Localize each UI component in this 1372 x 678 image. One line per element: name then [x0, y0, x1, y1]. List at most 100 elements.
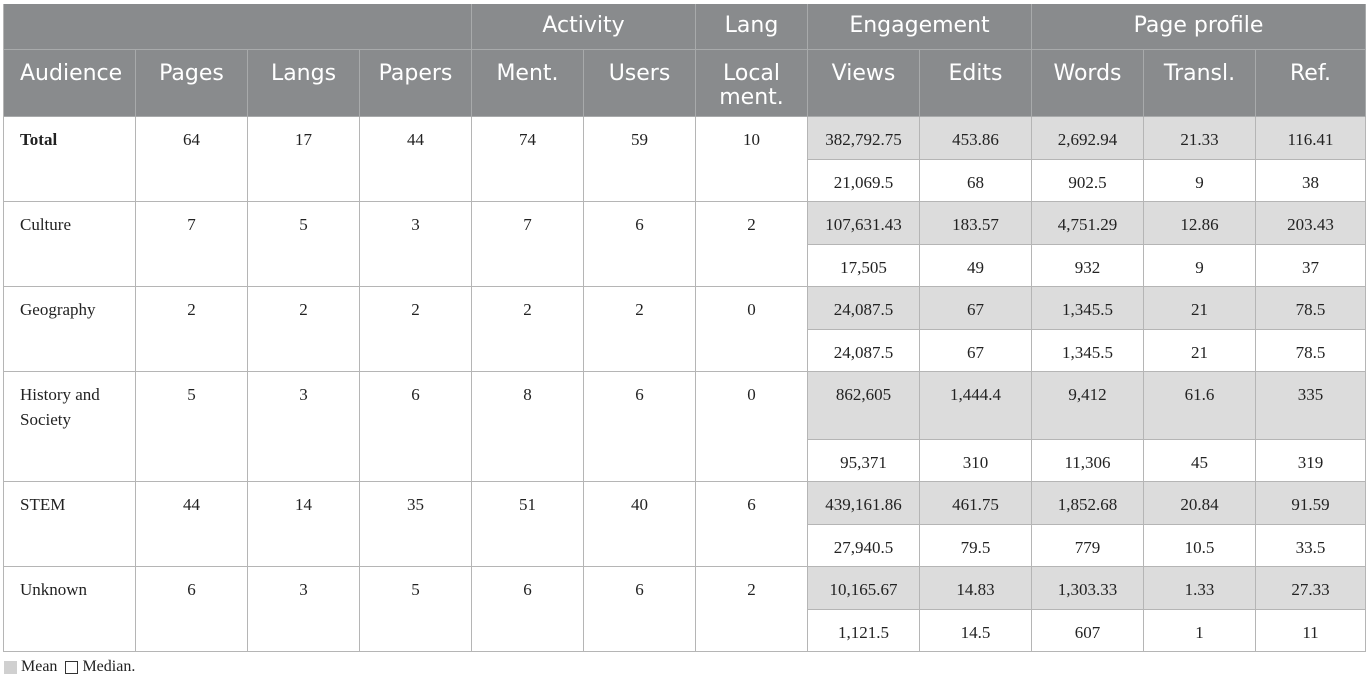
- count-cell: 2: [360, 287, 472, 372]
- count-cell: 2: [696, 567, 808, 652]
- mean-cell: 335: [1256, 372, 1366, 440]
- mean-cell: 382,792.75: [808, 117, 920, 160]
- row-label: Culture: [4, 202, 136, 287]
- group-header: Lang: [696, 4, 808, 50]
- column-header: Audience: [4, 50, 136, 117]
- median-cell: 21,069.5: [808, 160, 920, 202]
- column-header: Ment.: [472, 50, 584, 117]
- mean-cell: 453.86: [920, 117, 1032, 160]
- mean-cell: 78.5: [1256, 287, 1366, 330]
- count-cell: 2: [248, 287, 360, 372]
- column-header: Pages: [136, 50, 248, 117]
- mean-cell: 10,165.67: [808, 567, 920, 610]
- median-cell: 14.5: [920, 610, 1032, 652]
- mean-cell: 12.86: [1144, 202, 1256, 245]
- mean-cell: 439,161.86: [808, 482, 920, 525]
- mean-cell: 183.57: [920, 202, 1032, 245]
- mean-cell: 203.43: [1256, 202, 1366, 245]
- count-cell: 7: [136, 202, 248, 287]
- count-cell: 2: [696, 202, 808, 287]
- row-label: Total: [4, 117, 136, 202]
- count-cell: 0: [696, 287, 808, 372]
- median-cell: 1,345.5: [1032, 330, 1144, 372]
- count-cell: 3: [248, 372, 360, 482]
- count-cell: 5: [360, 567, 472, 652]
- count-cell: 3: [360, 202, 472, 287]
- count-cell: 44: [136, 482, 248, 567]
- column-header: Langs: [248, 50, 360, 117]
- count-cell: 17: [248, 117, 360, 202]
- median-cell: 78.5: [1256, 330, 1366, 372]
- median-cell: 11: [1256, 610, 1366, 652]
- mean-cell: 67: [920, 287, 1032, 330]
- count-cell: 2: [584, 287, 696, 372]
- mean-cell: 21.33: [1144, 117, 1256, 160]
- mean-swatch: [4, 660, 17, 674]
- mean-cell: 116.41: [1256, 117, 1366, 160]
- count-cell: 2: [136, 287, 248, 372]
- mean-cell: 9,412: [1032, 372, 1144, 440]
- median-label: Median.: [82, 658, 136, 675]
- group-header: Activity: [472, 4, 696, 50]
- median-cell: 17,505: [808, 245, 920, 287]
- mean-cell: 24,087.5: [808, 287, 920, 330]
- median-cell: 21: [1144, 330, 1256, 372]
- table-border: [3, 4, 4, 652]
- count-cell: 5: [248, 202, 360, 287]
- count-cell: 6: [472, 567, 584, 652]
- median-cell: 902.5: [1032, 160, 1144, 202]
- mean-cell: 27.33: [1256, 567, 1366, 610]
- count-cell: 44: [360, 117, 472, 202]
- median-cell: 27,940.5: [808, 525, 920, 567]
- mean-cell: 1,303.33: [1032, 567, 1144, 610]
- count-cell: 6: [136, 567, 248, 652]
- row-label: STEM: [4, 482, 136, 567]
- median-cell: 95,371: [808, 440, 920, 482]
- median-cell: 49: [920, 245, 1032, 287]
- count-cell: 64: [136, 117, 248, 202]
- median-cell: 310: [920, 440, 1032, 482]
- count-cell: 3: [248, 567, 360, 652]
- count-cell: 35: [360, 482, 472, 567]
- count-cell: 6: [584, 202, 696, 287]
- mean-cell: 2,692.94: [1032, 117, 1144, 160]
- median-cell: 68: [920, 160, 1032, 202]
- mean-label: Mean: [21, 658, 58, 675]
- mean-cell: 1.33: [1144, 567, 1256, 610]
- count-cell: 74: [472, 117, 584, 202]
- column-header: Words: [1032, 50, 1144, 117]
- median-cell: 1: [1144, 610, 1256, 652]
- count-cell: 6: [696, 482, 808, 567]
- count-cell: 7: [472, 202, 584, 287]
- median-cell: 9: [1144, 160, 1256, 202]
- mean-cell: 862,605: [808, 372, 920, 440]
- median-cell: 607: [1032, 610, 1144, 652]
- column-header: Local ment.: [696, 50, 808, 117]
- mean-cell: 20.84: [1144, 482, 1256, 525]
- mean-cell: 461.75: [920, 482, 1032, 525]
- count-cell: 6: [584, 372, 696, 482]
- mean-cell: 14.83: [920, 567, 1032, 610]
- column-header: Transl.: [1144, 50, 1256, 117]
- count-cell: 2: [472, 287, 584, 372]
- legend: Mean Median.: [4, 658, 135, 676]
- median-cell: 67: [920, 330, 1032, 372]
- mean-cell: 107,631.43: [808, 202, 920, 245]
- median-cell: 779: [1032, 525, 1144, 567]
- count-cell: 6: [360, 372, 472, 482]
- median-cell: 932: [1032, 245, 1144, 287]
- mean-cell: 21: [1144, 287, 1256, 330]
- median-swatch: [65, 660, 79, 674]
- median-cell: 45: [1144, 440, 1256, 482]
- count-cell: 40: [584, 482, 696, 567]
- column-header: Views: [808, 50, 920, 117]
- group-header: Page profile: [1032, 4, 1366, 50]
- mean-cell: 1,852.68: [1032, 482, 1144, 525]
- mean-cell: 1,345.5: [1032, 287, 1144, 330]
- count-cell: 5: [136, 372, 248, 482]
- count-cell: 10: [696, 117, 808, 202]
- median-cell: 24,087.5: [808, 330, 920, 372]
- mean-cell: 91.59: [1256, 482, 1366, 525]
- count-cell: 59: [584, 117, 696, 202]
